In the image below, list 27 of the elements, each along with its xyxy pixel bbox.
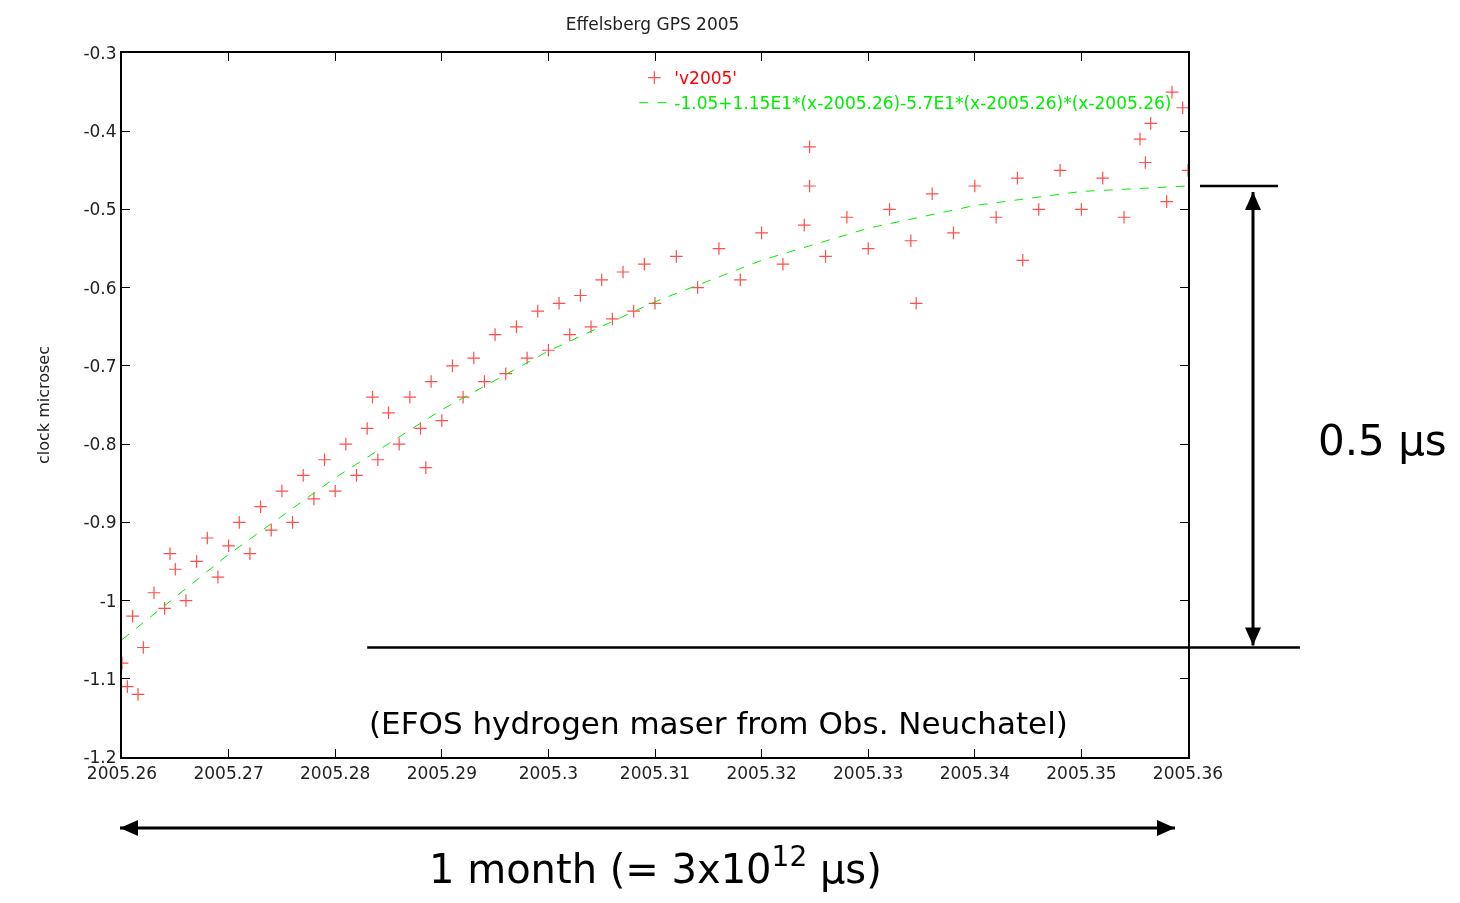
y-tick-label: -0.8	[83, 434, 117, 455]
x-tick-label: 2005.36	[1152, 763, 1224, 784]
y-tick-label: -0.9	[83, 512, 117, 533]
y-tick-label: -0.3	[83, 42, 117, 63]
y-tick-label: -1.1	[83, 668, 117, 689]
x-tick-label: 2005.29	[406, 763, 477, 784]
chart-title: Effelsberg GPS 2005	[565, 13, 740, 34]
legend-label: -1.05+1.15E1*(x-2005.26)-5.7E1*(x-2005.26)*(x-2005.26)	[674, 93, 1172, 114]
y-tick-label: -0.4	[83, 121, 117, 142]
x-tick-label: 2005.31	[619, 763, 691, 784]
y-tick-label: -0.6	[83, 277, 117, 298]
x-tick-label: 2005.27	[193, 763, 264, 784]
y-tick-label: -0.5	[83, 199, 117, 220]
y-axis-title: clock microsec	[33, 346, 53, 464]
x-tick-label: 2005.28	[300, 763, 371, 784]
x-tick-label: 2005.34	[939, 763, 1010, 784]
x-tick-label: 2005.3	[518, 763, 579, 784]
text: 1 month (= 3x10$^{12}$ μs)	[429, 840, 882, 892]
annotation: (EFOS hydrogen maser from Obs. Neuchatel)	[369, 705, 1068, 741]
y-tick-label: -1	[99, 590, 117, 611]
y-tick-label: -0.7	[83, 355, 117, 376]
legend-label: 'v2005'	[674, 68, 738, 89]
text: 0.5 μs	[1318, 416, 1447, 465]
line-series	[122, 185, 1188, 641]
x-tick-label: 2005.35	[1046, 763, 1117, 784]
x-tick-label: 2005.33	[833, 763, 904, 784]
x-tick-label: 2005.32	[726, 763, 797, 784]
